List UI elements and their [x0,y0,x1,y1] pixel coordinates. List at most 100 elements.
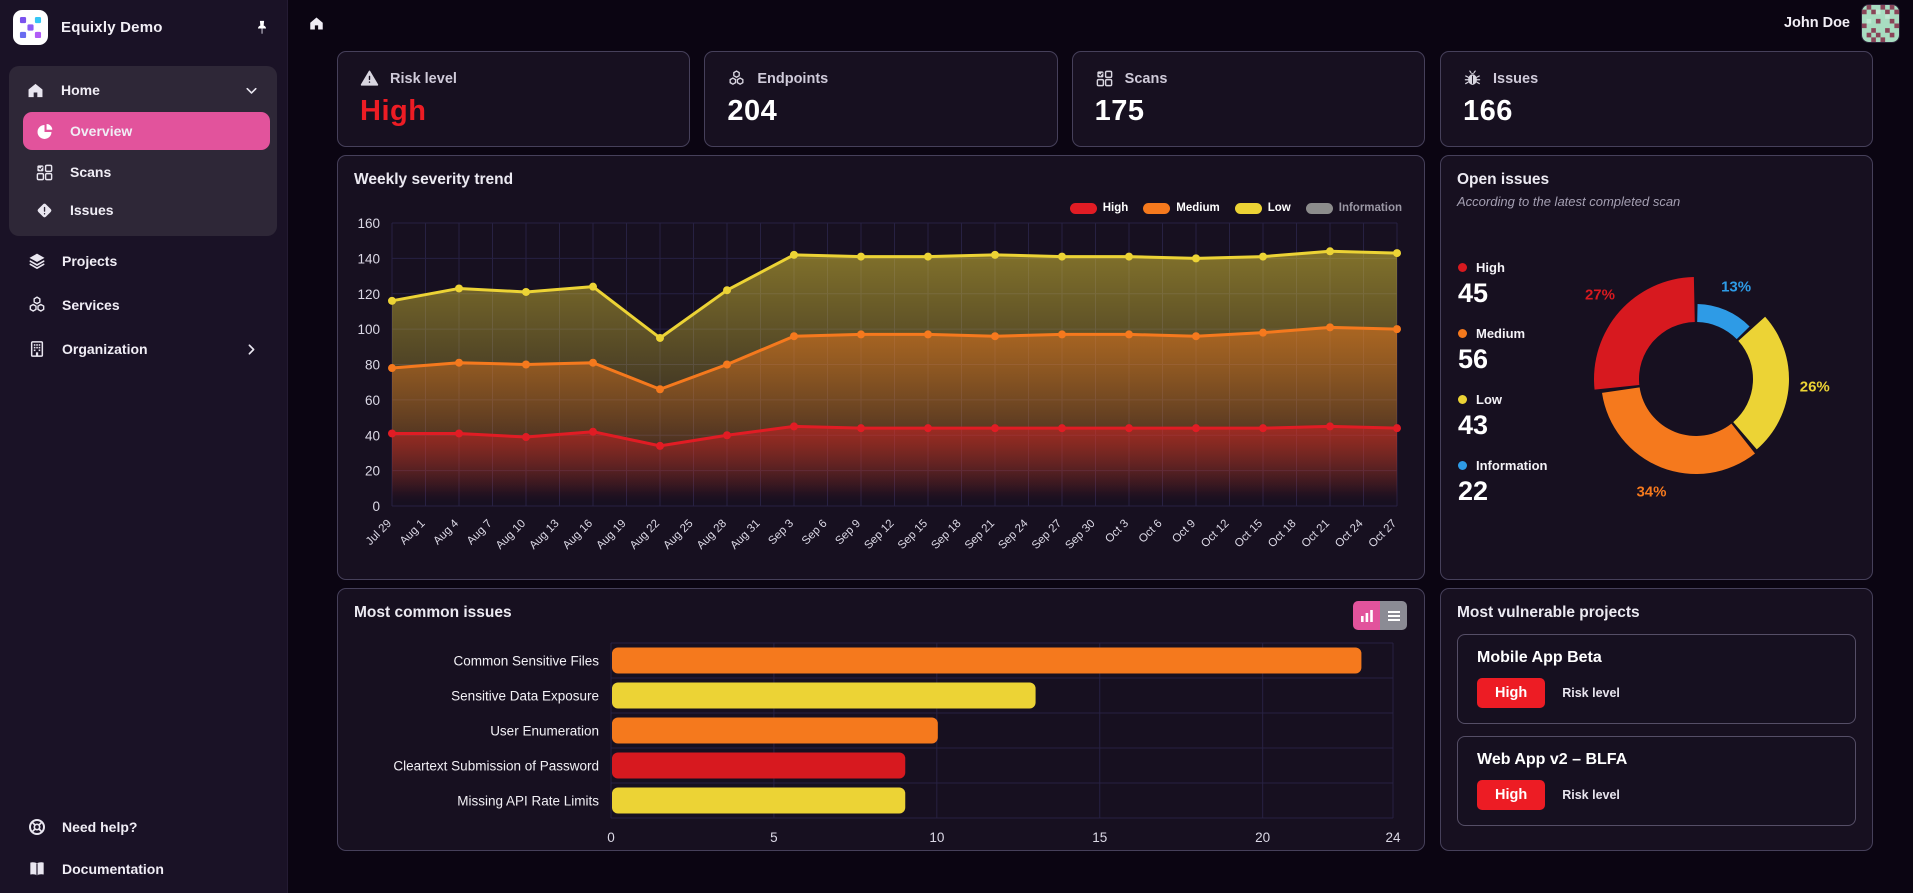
stats-row: Risk level High Endpoints 204 [337,51,1873,147]
medium-dot-icon [1458,329,1467,338]
sidebar-item-home[interactable]: Home [14,71,271,109]
pin-sidebar-button[interactable] [253,19,271,37]
trend-title: Weekly severity trend [354,171,514,188]
open-issues-donut-chart: 13% 26% 34% 27% [1585,277,1830,501]
svg-text:Oct 12: Oct 12 [1199,518,1231,550]
legend-swatch [1143,202,1171,214]
pin-icon [257,20,267,34]
open-issues-legend: High 45 Medium 56 Low 43 Information 22 [1458,260,1548,507]
legend-entry-information: Information 22 [1458,458,1548,507]
svg-text:20: 20 [1255,830,1270,845]
legend-name: Information [1476,458,1548,473]
app-logo [13,10,48,45]
svg-text:26%: 26% [1800,378,1830,395]
topbar: John Doe [288,0,1913,46]
content: Risk level High Endpoints 204 [288,46,1913,893]
low-count: 43 [1458,410,1489,440]
sidebar-nav: Home Overview [0,53,287,374]
stat-card-issues: Issues 166 [1440,51,1873,147]
chevron-right-icon [243,341,260,358]
user-avatar[interactable] [1861,3,1900,43]
svg-text:27%: 27% [1585,286,1615,303]
svg-text:Sep 6: Sep 6 [800,518,830,548]
list-view-button[interactable] [1380,601,1407,630]
svg-text:Oct 15: Oct 15 [1233,518,1265,550]
home-icon [310,17,323,29]
home-breadcrumb-button[interactable] [308,15,325,32]
project-card-web-app-v2-blfa[interactable]: Web App v2 – BLFA High Risk level [1457,736,1856,826]
stat-value-endpoints: 204 [727,95,778,127]
legend-item-high[interactable]: High [1069,202,1129,214]
svg-text:15: 15 [1092,830,1107,845]
svg-text:140: 140 [357,251,380,266]
svg-text:Sep 27: Sep 27 [1030,518,1064,552]
svg-text:13%: 13% [1721,278,1751,295]
vulnerable-projects-title: Most vulnerable projects [1457,604,1640,621]
sidebar: Equixly Demo Home [0,0,288,893]
svg-text:User Enumeration: User Enumeration [490,724,599,739]
layers-icon [26,251,47,271]
svg-text:80: 80 [365,358,380,373]
svg-text:Cleartext Submission of Passwo: Cleartext Submission of Password [393,759,599,774]
risk-level-label: Risk level [1562,686,1620,700]
stat-card-endpoints: Endpoints 204 [704,51,1058,147]
sidebar-item-overview[interactable]: Overview [23,112,270,150]
chevron-down-icon [243,82,260,99]
svg-text:Oct 27: Oct 27 [1367,518,1399,550]
building-icon [26,339,47,359]
scan-grid-icon [34,163,55,182]
warning-triangle-icon [360,70,379,86]
svg-text:Aug 4: Aug 4 [431,517,461,547]
sidebar-item-need-help[interactable]: Need help? [15,806,272,848]
svg-text:Aug 16: Aug 16 [561,518,595,552]
svg-text:160: 160 [357,216,380,231]
chart-view-toggle [1353,601,1407,630]
svg-text:Aug 19: Aug 19 [594,518,628,552]
sidebar-group-home: Home Overview [9,66,277,236]
legend-label: Medium [1176,202,1220,214]
charts-row: Weekly severity trend High Medium Low Infor… [337,155,1873,580]
sidebar-item-projects[interactable]: Projects [15,242,271,280]
user-menu[interactable]: John Doe [1784,3,1900,43]
risk-badge: High [1477,780,1546,810]
open-issues-panel: Open issues According to the latest comp… [1440,155,1873,580]
scan-grid-icon [1096,70,1112,87]
legend-item-low[interactable]: Low [1234,202,1291,214]
svg-text:Aug 25: Aug 25 [661,518,695,552]
sidebar-item-documentation[interactable]: Documentation [15,848,272,890]
svg-text:0: 0 [372,499,380,514]
svg-text:34%: 34% [1636,484,1666,501]
svg-text:Aug 28: Aug 28 [695,518,729,552]
legend-swatch [1305,202,1333,214]
sidebar-item-label: Issues [70,202,114,218]
sidebar-item-services[interactable]: Services [15,286,271,324]
svg-text:Missing API Rate Limits: Missing API Rate Limits [457,794,599,809]
svg-text:Sep 18: Sep 18 [929,518,963,552]
sidebar-item-label: Organization [62,341,148,357]
avatar-identicon [1862,4,1899,42]
stat-value-risk: High [360,95,427,127]
legend-item-information[interactable]: Information [1305,202,1402,214]
svg-text:Aug 13: Aug 13 [527,518,561,552]
svg-text:Aug 31: Aug 31 [728,518,762,552]
sidebar-header: Equixly Demo [0,0,287,53]
book-icon [26,859,47,879]
stat-value-scans: 175 [1094,95,1145,127]
svg-text:Aug 10: Aug 10 [494,518,528,552]
sidebar-item-scans[interactable]: Scans [23,153,271,191]
svg-text:Oct 21: Oct 21 [1300,518,1332,550]
stat-label: Scans [1124,70,1168,87]
bottom-row: Most common issues [337,588,1873,851]
sidebar-item-issues[interactable]: Issues [23,191,271,229]
diamond-exclamation-icon [34,201,55,220]
sidebar-item-label: Overview [70,123,133,139]
bar-chart-view-button[interactable] [1353,601,1380,630]
open-issues-title: Open issues [1457,171,1550,188]
legend-label: High [1102,202,1129,214]
project-card-mobile-app-beta[interactable]: Mobile App Beta High Risk level [1457,634,1856,724]
bug-icon [1464,70,1481,85]
legend-name: High [1476,260,1505,275]
main-area: John Doe [288,0,1913,893]
legend-item-medium[interactable]: Medium [1143,202,1220,214]
sidebar-item-organization[interactable]: Organization [15,330,271,368]
